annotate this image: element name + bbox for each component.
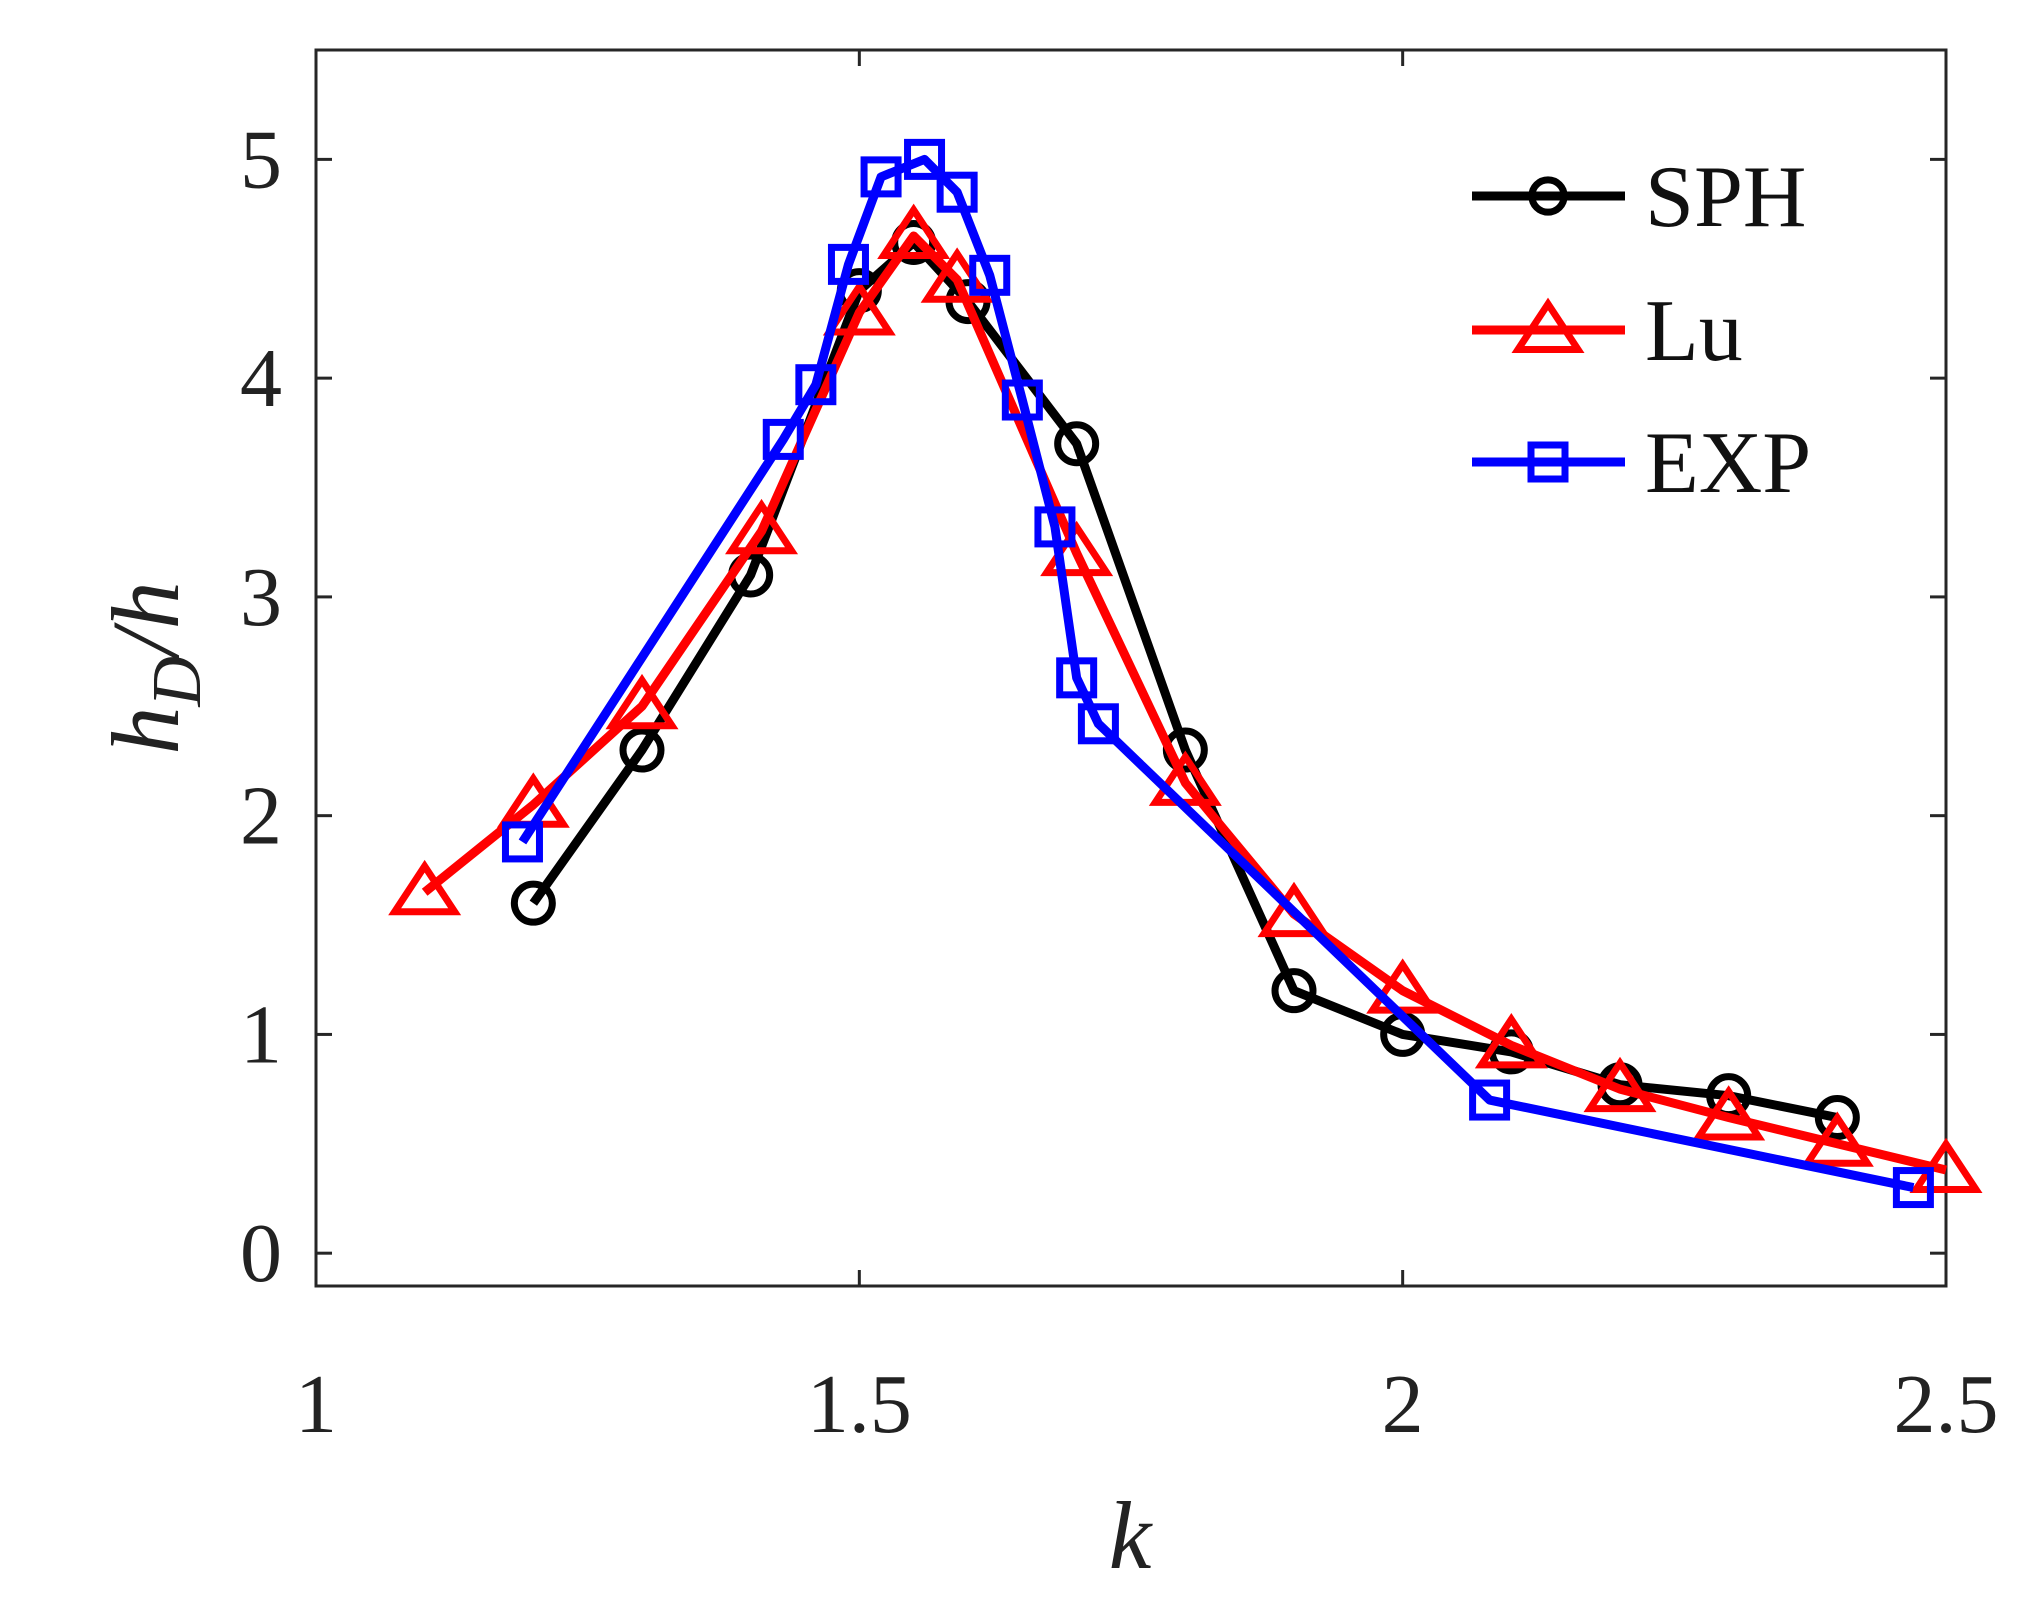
exp-data-point [827,243,869,285]
lu-data-point [1257,881,1331,938]
lu-data-point [388,859,462,916]
sph-data-point [1814,1095,1860,1141]
lu-data-point [1800,1111,1874,1167]
lu-line [421,231,1948,1175]
x-tick-labels: 1 1.5 2 2.5 [295,1358,1999,1451]
sph-data-point [510,880,556,926]
lu-series [388,203,1983,1194]
lu-data-point [1583,1056,1657,1113]
y-tick-label: 0 [240,1207,282,1300]
x-tick-label: 2 [1382,1358,1424,1451]
lu-data-point [605,673,679,730]
lu-data-point [1692,1085,1766,1141]
y-tick-label: 4 [240,332,282,425]
legend-label: SPH [1645,149,1806,246]
x-tick-label: 2.5 [1894,1358,1999,1451]
exp-data-point [795,364,837,406]
exp-data-point [860,156,902,198]
exp-data-point [501,821,543,863]
lu-data-point [877,203,951,259]
y-tick-labels: 0 1 2 3 4 5 [240,113,282,1300]
exp-data-point [969,254,1011,296]
sph-data-point [1054,421,1100,467]
legend-label: Lu [1645,283,1743,380]
exp-data-point [762,418,804,460]
lu-data-point [1909,1137,1983,1194]
x-tick-label: 1.5 [807,1358,912,1451]
legend-entry-sph: SPH [1472,149,1806,246]
lu-data-point [725,498,799,555]
series-layer [388,138,1983,1209]
y-tick-label: 2 [240,770,282,863]
lu-data-point [1366,958,1440,1014]
lu-data-point [1511,297,1585,353]
lu-data-point [1474,1013,1548,1069]
exp-data-point [1034,506,1076,548]
y-axis-label: hD/h [92,581,216,754]
sph-data-point [1271,968,1317,1014]
exp-data-point [936,171,978,213]
lu-data-point [822,280,896,336]
exp-data-point [904,138,946,180]
legend-entry-lu: Lu [1472,283,1743,380]
exp-data-point [1077,703,1119,745]
x-tick-label: 1 [295,1358,337,1451]
legend-entry-exp: EXP [1472,415,1811,512]
legend: SPH Lu EXP [1450,135,1930,530]
sph-data-point [1528,176,1568,216]
y-axis-label-tail: /h [92,581,199,661]
exp-data-point [1056,657,1098,699]
exp-data-point [1469,1079,1511,1121]
y-tick-label: 5 [240,113,282,206]
y-axis-label-subscript: D [139,656,216,708]
exp-series [501,138,1934,1209]
x-axis-label: k [1109,1482,1154,1589]
exp-data-point [1001,379,1043,421]
exp-data-point [1527,441,1569,483]
y-axis-label-main: h [92,707,199,755]
legend-label: EXP [1645,415,1811,512]
axis-ticks [314,50,1948,1286]
y-tick-label: 1 [240,988,282,1081]
exp-data-point [1892,1167,1934,1209]
y-tick-label: 3 [240,551,282,644]
sph-data-point [619,727,665,773]
